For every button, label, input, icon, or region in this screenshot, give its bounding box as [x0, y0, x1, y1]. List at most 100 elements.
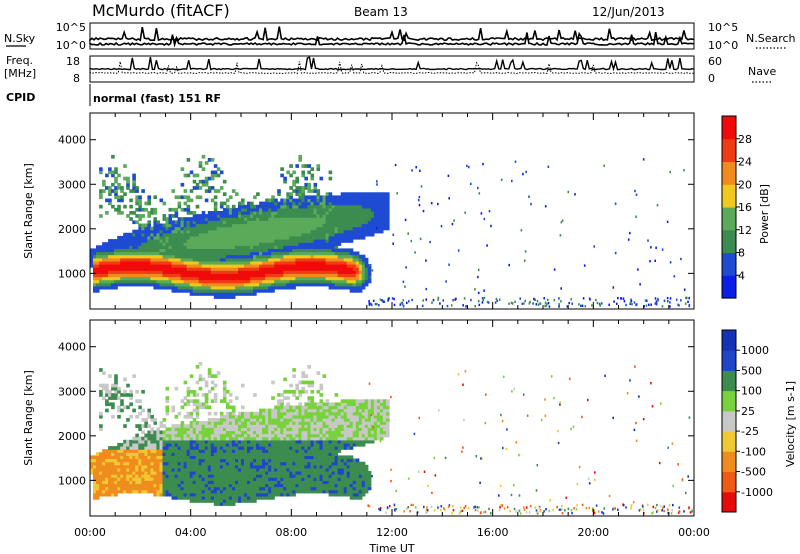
velocity-cell	[186, 393, 191, 397]
power-cell	[259, 207, 263, 212]
velocity-cell	[231, 421, 236, 425]
velocity-cell	[141, 452, 145, 456]
velocity-cell	[222, 455, 227, 460]
velocity-cell	[250, 411, 254, 416]
velocity-cell	[132, 455, 136, 460]
power-cell	[334, 251, 339, 256]
power-cell	[265, 257, 269, 262]
velocity-cell	[195, 433, 200, 438]
velocity-cell	[213, 483, 218, 488]
power-cell	[135, 245, 139, 249]
velocity-cell	[286, 486, 290, 491]
velocity-cell	[304, 446, 308, 450]
power-cell	[186, 232, 191, 237]
velocity-cell	[138, 439, 142, 444]
power-cell	[120, 239, 124, 243]
velocity-cell	[277, 408, 281, 413]
velocity-cell	[283, 455, 287, 460]
power-cell	[141, 267, 145, 271]
velocity-cell	[298, 436, 302, 441]
power-cell	[108, 285, 112, 290]
power-cell	[183, 242, 188, 246]
power-speckle	[654, 297, 657, 300]
velocity-cell	[228, 483, 233, 488]
power-cell	[286, 170, 290, 175]
power-cell	[265, 217, 269, 221]
velocity-cell	[295, 418, 299, 422]
power-speckle	[368, 264, 371, 267]
power-cell	[316, 242, 321, 246]
power-cell	[114, 279, 118, 284]
power-cell	[301, 264, 305, 268]
power-cell	[222, 211, 227, 215]
power-cell	[171, 260, 176, 265]
power-cell	[123, 235, 127, 240]
power-cell	[216, 251, 221, 256]
velocity-cell	[274, 452, 278, 456]
power-cell	[144, 282, 148, 287]
power-cell	[262, 276, 266, 281]
velocity-cell	[222, 458, 227, 463]
velocity-cell	[271, 414, 275, 419]
power-cell	[183, 207, 188, 212]
velocity-cell	[210, 486, 215, 491]
power-cell	[301, 279, 305, 284]
velocity-cell	[174, 471, 179, 475]
power-cell	[207, 276, 212, 281]
power-cell	[289, 273, 293, 278]
velocity-cell	[207, 483, 212, 488]
velocity-cell	[135, 461, 139, 466]
power-cell	[135, 276, 139, 281]
power-cell	[301, 207, 305, 212]
power-cell	[298, 186, 302, 190]
velocity-cell	[201, 467, 206, 472]
power-cell	[117, 267, 121, 271]
power-cell	[298, 235, 302, 240]
power-cell	[147, 211, 151, 215]
velocity-cell	[102, 396, 106, 400]
power-cell	[117, 273, 121, 278]
velocity-cell	[307, 455, 311, 460]
power-cell	[268, 264, 272, 268]
power-cell	[150, 270, 154, 274]
velocity-cell	[295, 474, 299, 478]
power-cell	[340, 201, 345, 206]
power-cell	[370, 207, 375, 212]
velocity-cell	[271, 471, 275, 475]
power-cell	[126, 279, 130, 284]
power-cell	[280, 257, 284, 262]
velocity-cell	[183, 489, 188, 494]
power-cell	[346, 248, 351, 253]
power-cell	[132, 267, 136, 271]
power-cell	[210, 173, 215, 178]
power-cell	[265, 251, 269, 256]
velocity-cell	[147, 467, 151, 472]
power-cell	[247, 217, 251, 221]
velocity-cell	[210, 492, 215, 497]
power-cell	[204, 223, 209, 228]
power-cell	[367, 198, 372, 203]
power-cell	[307, 189, 311, 193]
velocity-cell	[192, 408, 197, 413]
velocity-cell	[295, 467, 299, 472]
velocity-cell	[241, 383, 245, 388]
power-cell	[231, 232, 236, 237]
power-cell	[340, 260, 345, 265]
power-cell	[376, 229, 381, 234]
power-cell	[99, 273, 103, 278]
power-cell	[337, 235, 342, 240]
power-cell	[247, 273, 251, 278]
power-cell	[105, 211, 109, 215]
power-speckle	[451, 222, 454, 226]
power-cell	[235, 223, 239, 228]
power-cell	[126, 248, 130, 253]
velocity-cell	[171, 489, 176, 494]
power-cell	[328, 198, 333, 203]
velocity-cell	[307, 436, 311, 441]
power-cell	[355, 279, 360, 284]
velocity-cell	[105, 492, 109, 497]
velocity-cell	[247, 452, 251, 456]
velocity-cell	[195, 436, 200, 441]
power-cell	[361, 260, 366, 265]
velocity-cell	[253, 464, 257, 469]
